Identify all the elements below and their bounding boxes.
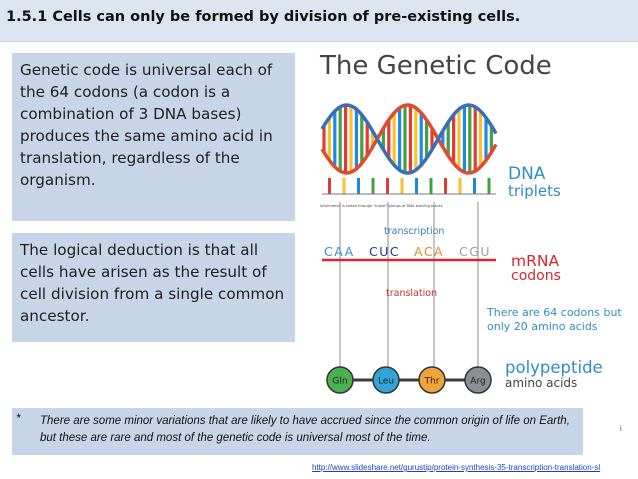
- amino-acid-circle-2: [372, 366, 400, 394]
- dna-double-helix: [320, 103, 498, 195]
- dna-base: [328, 178, 331, 194]
- dna-base: [400, 178, 404, 194]
- polypeptide-label: polypeptide: [505, 358, 603, 377]
- genetic-code-diagram: Information is coded through "triplet" g…: [320, 103, 622, 394]
- amino-acid-label-3: Thr: [424, 377, 440, 387]
- transcription-label: transcription: [384, 226, 444, 237]
- amino-acid-circle-4: [464, 366, 492, 394]
- codon-connectors: [339, 202, 479, 368]
- dna-backbone-strand-2: [320, 103, 498, 175]
- dna-base: [458, 178, 462, 194]
- amino-acid-chain: Gln Leu Thr Arg: [326, 366, 492, 394]
- dna-base: [371, 178, 375, 194]
- source-link[interactable]: http://www.slideshare.net/gurustip/prote…: [312, 463, 601, 472]
- footnote-marker: *: [16, 413, 21, 425]
- dna-label: DNA: [508, 164, 546, 184]
- figure-title: The Genetic Code: [320, 51, 552, 81]
- dna-base: [415, 178, 418, 194]
- dna-base: [429, 178, 433, 194]
- title-bar: 1.5.1 Cells can only be formed by divisi…: [0, 0, 638, 42]
- mrna-codons: CAA CUC ACA CGU: [324, 244, 491, 259]
- codon-note-line-1: There are 64 codons but: [486, 306, 622, 319]
- mrna-codon-1: CAA: [324, 244, 355, 259]
- amino-acid-label-4: Arg: [470, 377, 485, 387]
- mrna-codon-2: CUC: [369, 244, 400, 259]
- codon-note-line-2: only 20 amino acids: [487, 320, 598, 333]
- mrna-codon-4: CGU: [459, 244, 491, 259]
- dna-base: [386, 178, 389, 194]
- slide-mark: i: [620, 424, 622, 433]
- dna-base: [444, 178, 447, 194]
- amino-acid-circle-3: [418, 366, 446, 394]
- amino-acid-circle-1: [326, 366, 354, 394]
- dna-caption: Information is coded through "triplet" g…: [320, 204, 443, 208]
- amino-acid-label-1: Gln: [332, 377, 347, 387]
- dna-base: [487, 178, 491, 194]
- dna-base: [342, 178, 346, 194]
- amino-acid-label-2: Leu: [378, 377, 394, 387]
- dna-base: [473, 178, 476, 194]
- codons-label: codons: [511, 268, 561, 284]
- footnote-text: There are some minor variations that are…: [40, 415, 570, 444]
- genetic-code-text-box: Genetic code is universal each of the 64…: [12, 53, 295, 221]
- triplets-label: triplets: [508, 182, 561, 200]
- deduction-text-box: The logical deduction is that all cells …: [12, 233, 295, 342]
- footnote-box: * There are some minor variations that a…: [12, 408, 583, 455]
- slide-title: 1.5.1 Cells can only be formed by divisi…: [6, 9, 521, 25]
- translation-label: translation: [386, 288, 437, 299]
- mrna-codon-3: ACA: [414, 244, 444, 259]
- dna-backbone-strand-1: [320, 103, 498, 175]
- dna-base: [357, 178, 360, 194]
- mrna-label: mRNA: [511, 252, 559, 270]
- amino-acids-label: amino acids: [505, 376, 577, 390]
